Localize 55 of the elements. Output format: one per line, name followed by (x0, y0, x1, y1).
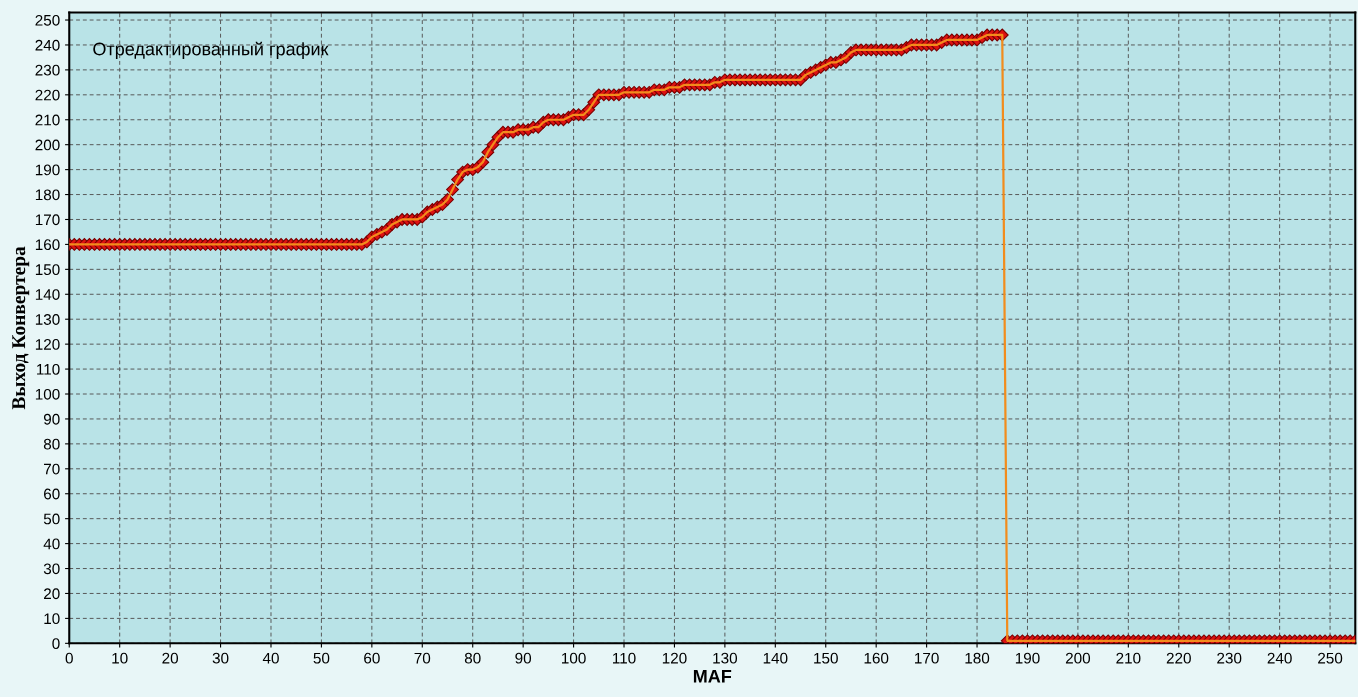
x-tick-label: 170 (915, 652, 939, 664)
x-tick-label: 70 (414, 652, 431, 664)
x-tick-label: 40 (262, 652, 279, 664)
y-tick-label: 180 (35, 189, 60, 201)
y-axis-title: Выход Конвертера (12, 246, 30, 410)
y-tick-label: 20 (44, 588, 60, 600)
y-tick-label: 110 (37, 363, 60, 375)
x-tick-label: 160 (864, 652, 889, 664)
y-tick-label: 230 (35, 64, 60, 76)
x-tick-label: 210 (1116, 652, 1141, 664)
x-tick-label: 120 (662, 652, 687, 664)
y-tick-label: 200 (35, 139, 60, 151)
x-tick-label: 20 (162, 652, 179, 664)
x-tick-label: 0 (65, 652, 73, 664)
x-tick-label: 110 (613, 652, 636, 664)
y-tick-label: 80 (43, 438, 60, 450)
y-tick-label: 50 (43, 513, 60, 525)
x-tick-label: 190 (1015, 652, 1040, 664)
y-tick-label: 220 (35, 89, 60, 101)
x-tick-label: 50 (313, 652, 330, 664)
x-tick-label: 220 (1166, 652, 1191, 664)
y-tick-label: 90 (43, 413, 60, 425)
y-tick-label: 140 (35, 289, 60, 300)
x-tick-label: 180 (965, 652, 990, 664)
y-tick-label: 30 (43, 563, 60, 575)
y-tick-label: 40 (43, 538, 60, 550)
x-tick-label: 150 (814, 652, 838, 664)
y-tick-label: 70 (44, 463, 60, 475)
y-tick-label: 0 (52, 638, 60, 650)
y-tick-label: 160 (35, 239, 60, 251)
x-tick-label: 230 (1217, 652, 1242, 664)
x-tick-label: 80 (464, 652, 481, 664)
x-tick-label: 200 (1065, 652, 1091, 664)
x-tick-label: 250 (1318, 652, 1343, 664)
x-tick-label: 10 (112, 652, 128, 664)
x-tick-label: 90 (515, 652, 532, 664)
x-tick-label: 140 (763, 652, 788, 664)
y-tick-label: 60 (44, 488, 60, 500)
y-tick-label: 190 (35, 164, 60, 176)
y-tick-label: 150 (35, 264, 60, 276)
x-axis-title: MAF (693, 670, 732, 683)
y-tick-label: 250 (35, 14, 60, 26)
y-tick-label: 130 (35, 314, 60, 325)
y-tick-label: 240 (35, 39, 60, 51)
x-tick-label: 130 (713, 652, 738, 664)
y-tick-label: 10 (44, 613, 60, 625)
x-tick-label: 240 (1267, 652, 1292, 664)
y-tick-label: 210 (35, 114, 60, 126)
y-tick-label: 120 (35, 339, 60, 350)
x-tick-label: 60 (364, 652, 380, 664)
x-tick-label: 100 (562, 652, 586, 664)
y-tick-label: 170 (35, 214, 60, 226)
x-tick-label: 30 (212, 652, 229, 664)
y-tick-label: 100 (35, 388, 60, 400)
annotation: Отредактированный график (93, 41, 329, 59)
